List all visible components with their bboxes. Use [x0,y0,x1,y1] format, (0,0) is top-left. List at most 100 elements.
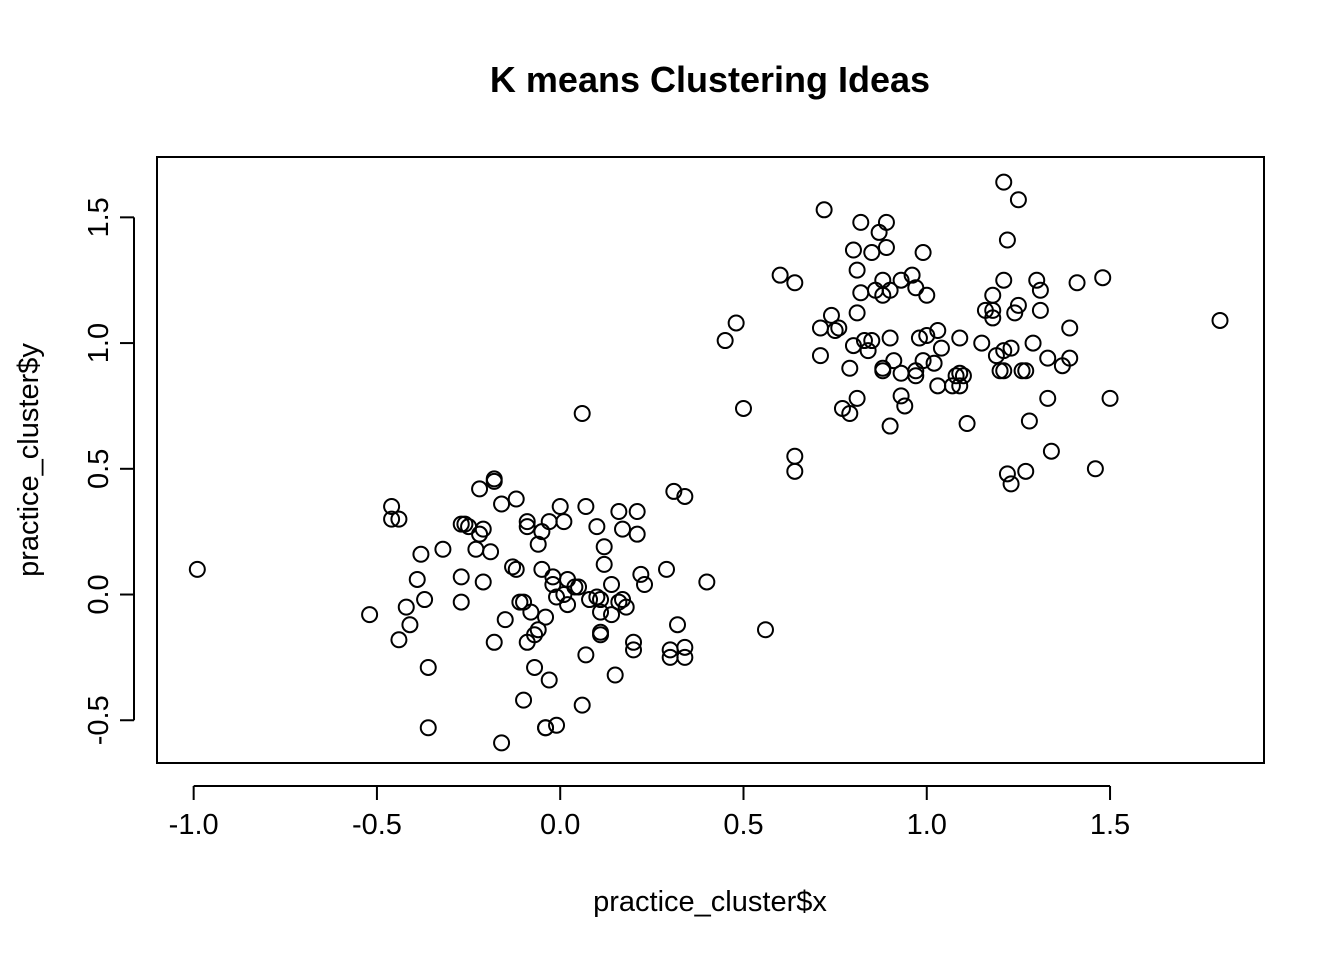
data-point [1039,389,1057,407]
data-point [1024,334,1042,352]
data-point [383,510,401,528]
x-tick-label: 1.0 [907,809,947,841]
y-tick-label: -0.5 [83,695,115,745]
data-point [925,354,943,372]
data-point [548,716,566,734]
data-point [496,611,514,629]
data-point [507,490,525,508]
data-point [984,309,1002,327]
data-point [995,362,1013,380]
data-point [951,377,969,395]
data-point [452,568,470,586]
data-point [559,596,577,614]
data-point [786,274,804,292]
x-axis-label: practice_cluster$x [593,886,827,918]
data-point [914,352,932,370]
data-point [361,606,379,624]
data-point [815,201,833,219]
data-point [910,329,928,347]
data-point [522,603,540,621]
data-point [885,352,903,370]
data-point [555,513,573,531]
data-point [1009,191,1027,209]
data-point [1068,274,1086,292]
data-point [452,593,470,611]
data-point [727,314,745,332]
data-point [467,540,485,558]
data-point [518,518,536,536]
data-point [507,560,525,578]
data-point [485,472,503,490]
data-point [870,223,888,241]
data-point [412,545,430,563]
data-point [669,616,687,634]
data-point [951,329,969,347]
data-point [540,513,558,531]
data-point [544,575,562,593]
data-point [676,648,694,666]
data-point [1028,271,1046,289]
x-tick-label: 0.5 [723,809,763,841]
data-point [570,578,588,596]
data-point [588,518,606,536]
data-point [419,719,437,737]
data-point [540,671,558,689]
data-point [1031,281,1049,299]
data-point [577,498,595,516]
data-point [844,337,862,355]
data-point [636,575,654,593]
data-point [471,480,489,498]
data-point [518,513,536,531]
data-point [665,482,683,500]
data-point [995,342,1013,360]
data-point [811,319,829,337]
data-point [734,399,752,417]
data-point [592,591,610,609]
data-point [932,339,950,357]
data-point [504,558,522,576]
y-tick-label: 1.0 [83,323,115,363]
data-point [390,631,408,649]
data-point [907,367,925,385]
data-point [877,213,895,231]
data-point [929,322,947,340]
y-tick-label: 0.0 [83,574,115,614]
data-point [573,696,591,714]
data-point [848,261,866,279]
data-point [874,271,892,289]
data-point [892,271,910,289]
x-axis: -1.0 -0.5 0.0 0.5 1.0 1.5 [169,785,1130,841]
x-tick-label: -0.5 [352,809,402,841]
data-point [859,342,877,360]
data-point [533,560,551,578]
data-point [419,658,437,676]
data-point [841,404,859,422]
data-point [1101,389,1119,407]
data-point [958,415,976,433]
data-point [610,503,628,521]
data-point [595,538,613,556]
data-point [848,389,866,407]
data-point [863,244,881,262]
data-point [848,304,866,322]
data-point [903,266,921,284]
data-point [716,332,734,350]
data-point [493,495,511,513]
x-tick-label: 1.5 [1090,809,1130,841]
data-point [526,626,544,644]
data-point [918,327,936,345]
y-tick-label: 0.5 [83,449,115,489]
data-point [482,543,500,561]
data-point [577,646,595,664]
data-point [756,621,774,639]
data-point [1009,296,1027,314]
data-point [1013,362,1031,380]
data-point [826,322,844,340]
data-point [929,377,947,395]
data-point [408,570,426,588]
data-point [515,593,533,611]
data-point [881,329,899,347]
data-point [998,465,1016,483]
data-point [474,520,492,538]
data-point [786,462,804,480]
